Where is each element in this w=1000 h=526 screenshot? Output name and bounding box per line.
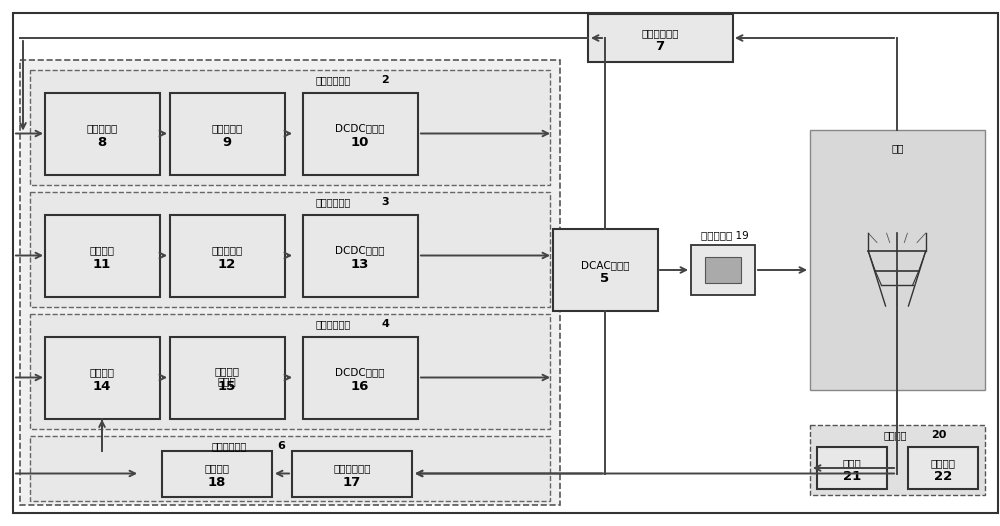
Text: 风力发电单元: 风力发电单元 bbox=[316, 75, 351, 85]
Text: 8: 8 bbox=[97, 136, 107, 149]
Bar bbox=[588, 14, 732, 62]
Text: 光伏发电单元: 光伏发电单元 bbox=[316, 197, 351, 207]
Text: 电解制氢设备: 电解制氢设备 bbox=[333, 463, 371, 473]
Text: 12: 12 bbox=[218, 258, 236, 271]
Text: 光伏控制器: 光伏控制器 bbox=[211, 246, 243, 256]
Text: 13: 13 bbox=[351, 258, 369, 271]
Text: 6: 6 bbox=[277, 441, 285, 451]
Bar bbox=[30, 436, 550, 501]
Bar bbox=[170, 215, 285, 297]
Text: 10: 10 bbox=[351, 136, 369, 149]
Bar bbox=[44, 337, 160, 419]
Bar bbox=[170, 93, 285, 175]
Bar bbox=[292, 450, 412, 497]
Text: 11: 11 bbox=[93, 258, 111, 271]
Bar bbox=[302, 215, 418, 297]
Text: 电量传感器 19: 电量传感器 19 bbox=[701, 230, 749, 240]
Text: 20: 20 bbox=[932, 430, 947, 440]
Text: 18: 18 bbox=[208, 476, 226, 489]
Text: 燃料电池: 燃料电池 bbox=[90, 368, 114, 378]
Bar bbox=[908, 447, 978, 489]
Bar bbox=[162, 450, 272, 497]
Text: 制氢储氢单元: 制氢储氢单元 bbox=[212, 441, 247, 451]
Text: 路由器: 路由器 bbox=[843, 458, 861, 468]
Bar bbox=[170, 337, 285, 419]
Bar bbox=[552, 229, 658, 311]
Bar bbox=[44, 93, 160, 175]
Bar bbox=[302, 93, 418, 175]
Text: 储氢单元: 储氢单元 bbox=[205, 463, 230, 473]
Text: 光伏电站: 光伏电站 bbox=[90, 246, 114, 256]
Text: 电网: 电网 bbox=[891, 143, 904, 153]
Text: 5: 5 bbox=[600, 272, 610, 286]
Bar bbox=[302, 337, 418, 419]
Bar bbox=[705, 257, 741, 283]
Text: 14: 14 bbox=[93, 380, 111, 393]
Text: DCDC变换器: DCDC变换器 bbox=[335, 124, 385, 134]
Text: 9: 9 bbox=[222, 136, 232, 149]
Text: 2: 2 bbox=[381, 75, 389, 85]
Bar bbox=[30, 192, 550, 307]
Text: 22: 22 bbox=[934, 470, 952, 483]
Text: 4: 4 bbox=[381, 319, 389, 329]
Text: DCDC变换器: DCDC变换器 bbox=[335, 368, 385, 378]
Text: 氢能发电单元: 氢能发电单元 bbox=[316, 319, 351, 329]
Bar bbox=[44, 215, 160, 297]
Text: 21: 21 bbox=[843, 470, 861, 483]
Text: 3: 3 bbox=[381, 197, 389, 207]
Text: 通信设备: 通信设备 bbox=[930, 458, 956, 468]
Text: 16: 16 bbox=[351, 380, 369, 393]
Bar bbox=[810, 425, 985, 495]
Text: 7: 7 bbox=[655, 41, 665, 54]
Text: 通讯基站: 通讯基站 bbox=[884, 430, 907, 440]
Text: 15: 15 bbox=[218, 380, 236, 393]
Bar bbox=[30, 70, 550, 185]
Text: 风力发电机: 风力发电机 bbox=[86, 124, 118, 134]
Bar bbox=[20, 60, 560, 505]
Text: 17: 17 bbox=[343, 476, 361, 489]
Text: 控制器: 控制器 bbox=[218, 377, 236, 387]
Text: 中央配电单元: 中央配电单元 bbox=[641, 28, 679, 38]
Bar bbox=[691, 245, 755, 295]
Text: DCDC变换器: DCDC变换器 bbox=[335, 246, 385, 256]
Text: DCAC逆变器: DCAC逆变器 bbox=[581, 260, 629, 270]
Text: 燃料电池: 燃料电池 bbox=[214, 367, 240, 377]
Bar bbox=[30, 314, 550, 429]
Text: 风机控制器: 风机控制器 bbox=[211, 124, 243, 134]
Bar bbox=[810, 130, 985, 390]
Bar bbox=[817, 447, 887, 489]
